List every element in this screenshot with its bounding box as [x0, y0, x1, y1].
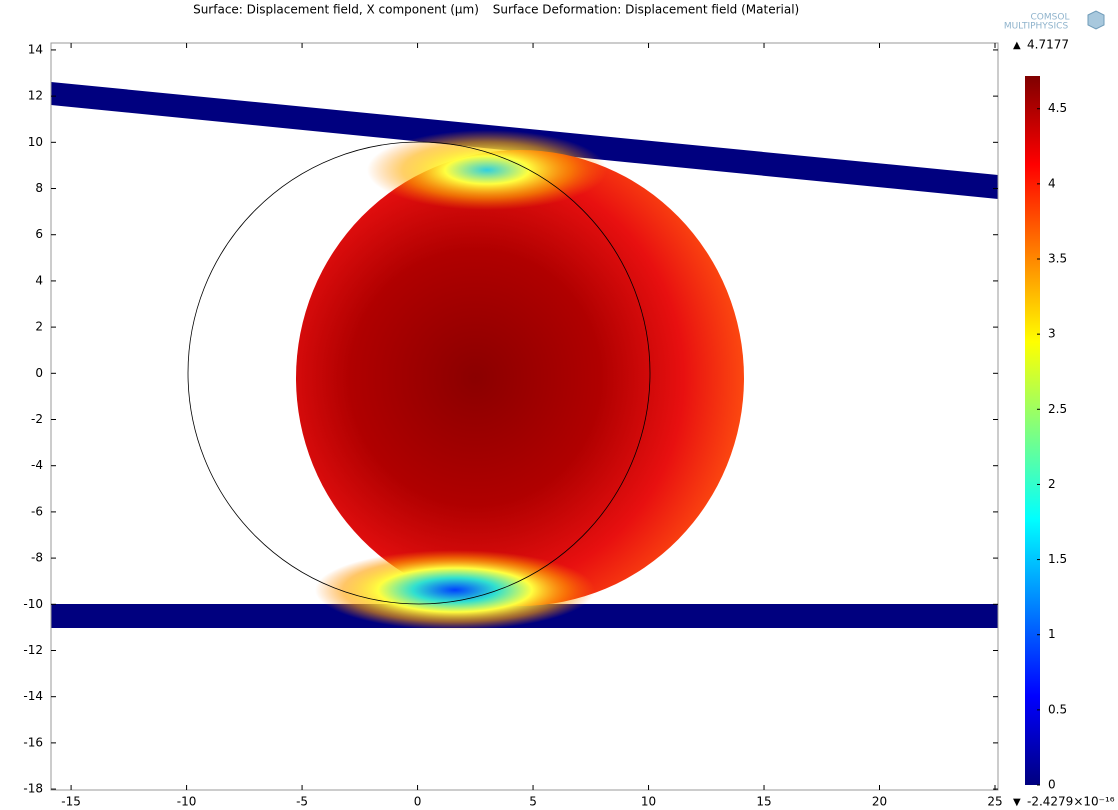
logo-text: MULTIPHYSICS [1004, 22, 1069, 32]
y-tick-label: 10 [28, 135, 43, 149]
colorbar-tick-label: 1 [1048, 627, 1056, 641]
y-tick-label: 6 [35, 227, 43, 241]
y-tick-label: -6 [31, 504, 43, 518]
y-tick-label: 4 [35, 273, 43, 287]
deformed-disk [296, 150, 744, 606]
x-tick-label: 25 [987, 795, 1002, 809]
y-tick-label: 8 [35, 181, 43, 195]
colorbar-tick-label: 4 [1048, 176, 1056, 190]
y-tick-label: 0 [35, 366, 43, 380]
colorbar-max: 4.7177 [1027, 38, 1069, 52]
colorbar [1025, 76, 1040, 785]
y-tick-label: -10 [23, 597, 43, 611]
x-tick-label: 10 [641, 795, 656, 809]
x-tick-label: -10 [177, 795, 197, 809]
y-tick-label: -18 [23, 782, 43, 796]
y-tick-label: -8 [31, 551, 43, 565]
colorbar-tick-label: 2.5 [1048, 402, 1067, 416]
y-tick-label: -14 [23, 689, 43, 703]
colorbar-tick-label: 0.5 [1048, 702, 1067, 716]
colorbar-tick-label: 2 [1048, 477, 1056, 491]
colorbar-tick-label: 3.5 [1048, 252, 1067, 266]
y-tick-label: 14 [28, 42, 43, 56]
contact-zone [367, 130, 607, 210]
x-tick-label: -15 [61, 795, 81, 809]
colorbar-tick-label: 3 [1048, 327, 1056, 341]
y-tick-label: -16 [23, 735, 43, 749]
x-tick-label: 15 [756, 795, 771, 809]
colorbar-tick-label: 4.5 [1048, 101, 1067, 115]
plot-subtitle: Surface Deformation: Displacement field … [493, 3, 799, 17]
y-tick-label: 12 [28, 89, 43, 103]
x-tick-label: 20 [872, 795, 887, 809]
max-marker: ▲ [1013, 40, 1021, 51]
min-marker: ▼ [1013, 797, 1021, 808]
y-tick-label: 2 [35, 320, 43, 334]
surface [51, 82, 998, 630]
colorbar-tick-label: 0 [1048, 778, 1056, 792]
colorbar-min: -2.4279×10⁻¹⁶ [1027, 795, 1115, 809]
logo-text: COMSOL [1031, 13, 1070, 23]
colorbar-tick-label: 1.5 [1048, 552, 1067, 566]
x-tick-label: -5 [296, 795, 308, 809]
contact-zone [315, 550, 595, 630]
undeformed-outline [187, 141, 651, 605]
plot-frame [50, 42, 999, 791]
y-tick-label: -12 [23, 643, 43, 657]
plot-title: Surface: Displacement field, X component… [193, 3, 479, 17]
y-tick-label: -4 [31, 458, 43, 472]
x-tick-label: 5 [529, 795, 537, 809]
y-tick-label: -2 [31, 412, 43, 426]
logo-icon [1087, 10, 1105, 30]
x-tick-label: 0 [414, 795, 422, 809]
